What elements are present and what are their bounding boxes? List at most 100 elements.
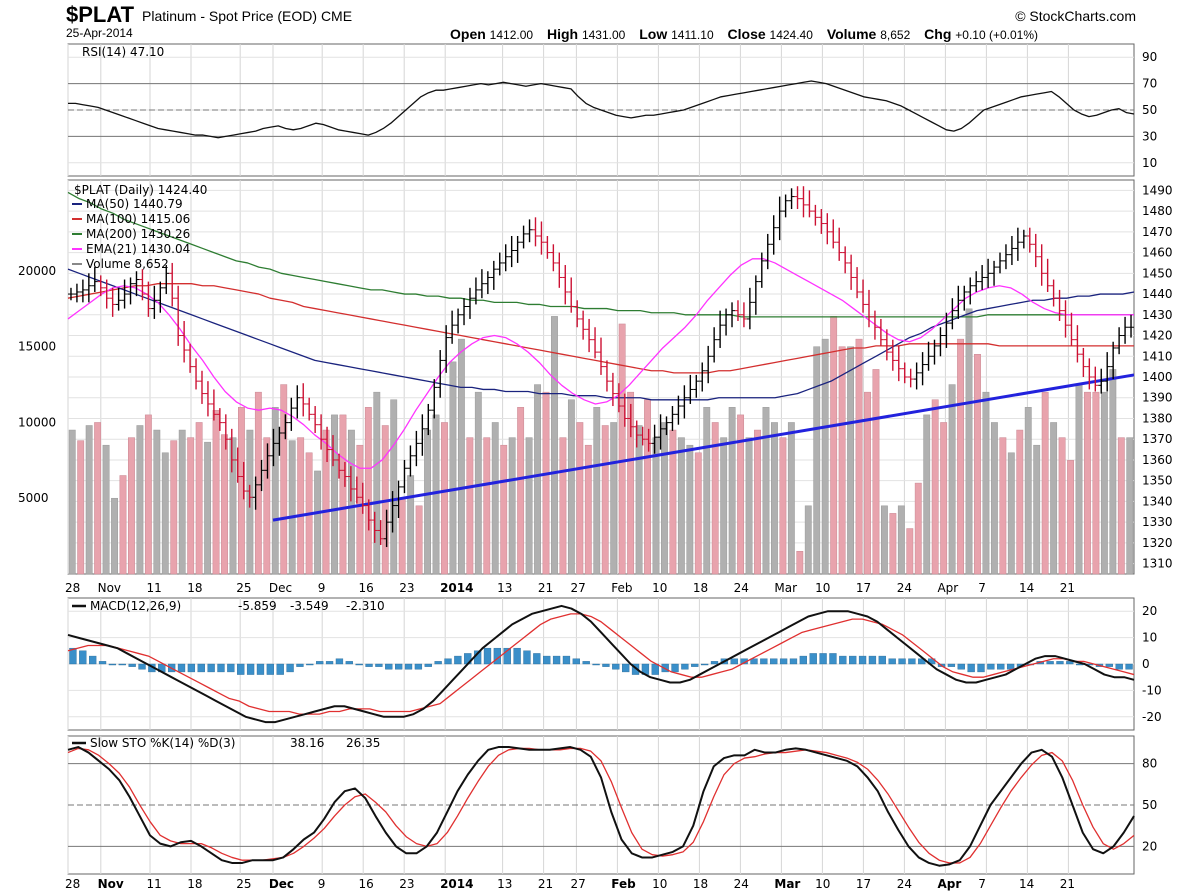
x-tick-label-bottom: 21 [538,877,553,891]
macd-histogram-bar [335,658,344,665]
macd-histogram-bar [325,661,334,665]
legend-entry-ma50: MA(50) 1440.79 [86,197,183,211]
x-tick-label-bottom: 25 [236,877,251,891]
volume-bar [965,308,973,575]
volume-bar [111,497,118,575]
macd-histogram-bar [691,663,699,667]
volume-label: Volume [826,26,877,42]
macd-histogram-bar [1115,663,1123,670]
x-tick-label: 25 [236,581,251,595]
macd-histogram-bar [957,663,965,670]
price-tick-label: 1490 [1142,183,1173,197]
macd-histogram-bar [1006,663,1015,670]
macd-histogram-bar [404,663,413,670]
volume-bar [880,505,888,575]
brand-credit[interactable]: © StockCharts.com [1015,8,1136,24]
price-tick-label: 1450 [1142,266,1173,280]
x-tick-label: 14 [1019,581,1034,595]
macd-histogram-bar [947,663,956,667]
volume-bar [364,407,372,575]
price-tick-label: 1390 [1142,391,1173,405]
volume-bar [1067,460,1074,575]
macd-histogram-bar [710,661,719,665]
volume-bar [830,316,838,575]
volume-bar [559,437,567,575]
volume-bar [551,316,558,575]
volume-bar [119,475,127,575]
volume-bar [974,354,981,575]
x-tick-label: 11 [147,581,162,595]
price-tick-label: 1420 [1142,329,1173,343]
price-tick-label: 1350 [1142,474,1173,488]
macd-histogram-bar [878,655,886,665]
volume-bar [889,513,897,575]
volume-bar [1126,437,1134,575]
volume-bar [923,414,931,575]
macd-histogram-bar [977,663,985,673]
volume-bar [838,346,846,575]
macd-histogram-bar [898,658,906,665]
low-label: Low [639,26,668,42]
macd-histogram-bar [345,661,353,665]
ma50-line [67,268,1135,401]
x-tick-label: 27 [571,581,586,595]
x-tick-label: 7 [978,581,986,595]
macd-histogram-bar [789,658,798,665]
volume-bar [128,437,135,575]
volume-bar [677,437,685,575]
volume-bar [457,338,465,575]
stoch-tick-label: 80 [1142,757,1157,771]
x-tick-label: Feb [611,581,632,595]
volume-bar [1058,437,1066,575]
volume-bar [144,414,152,575]
low-value: 1411.10 [671,28,714,42]
macd-histogram-bar [779,658,788,665]
volume-bar [906,528,914,575]
macd-histogram-bar [1125,663,1133,670]
volume-bar [390,399,398,575]
price-tick-label: 1430 [1142,308,1173,322]
macd-histogram-bar [622,663,630,673]
volume-bar [322,429,330,575]
x-tick-label-bottom: 2014 [440,877,473,891]
macd-histogram-bar [829,653,837,665]
volume-bar [990,422,998,575]
volume-bar [686,444,694,575]
macd-histogram-bar [612,663,620,670]
x-tick-label-bottom: 16 [359,877,374,891]
x-tick-label: 18 [693,581,708,595]
x-tick-label-bottom: 9 [318,877,326,891]
macd-histogram-bar [730,658,738,665]
macd-line [67,604,1135,724]
price-tick-label: 1370 [1142,432,1173,446]
x-tick-label: Nov [98,581,121,595]
volume-bar [525,437,533,575]
chg-label: Chg [924,26,952,42]
macd-histogram-bar [256,663,265,675]
legend-entry-ma200: MA(200) 1430.26 [86,227,190,241]
macd-histogram-bar [197,663,205,673]
volume-bar [627,391,635,575]
x-tick-label: 18 [187,581,202,595]
price-tick-label: 1310 [1142,557,1173,571]
macd-histogram-bar [108,663,117,666]
volume-bar [804,505,812,575]
macd-histogram-bar [316,661,324,665]
macd-histogram-bar [266,663,274,675]
stoch-k-line [67,746,1135,867]
macd-histogram-bar [375,663,383,667]
stoch-legend-k: 38.16 [290,736,324,750]
x-tick-label-bottom: 27 [571,877,586,891]
volume-bar [847,346,855,575]
x-tick-label-bottom: Feb [611,877,636,891]
macd-legend-hist: -2.310 [346,599,385,613]
macd-histogram-bar [997,663,1005,670]
volume-bar [415,505,423,575]
macd-histogram-bar [1056,661,1064,665]
macd-histogram-bar [365,663,373,667]
rsi-tick-label: 50 [1142,103,1157,117]
volume-bar [779,437,787,575]
macd-histogram-bar [602,663,610,667]
volume-bar [618,323,626,575]
price-tick-label: 1410 [1142,349,1173,363]
